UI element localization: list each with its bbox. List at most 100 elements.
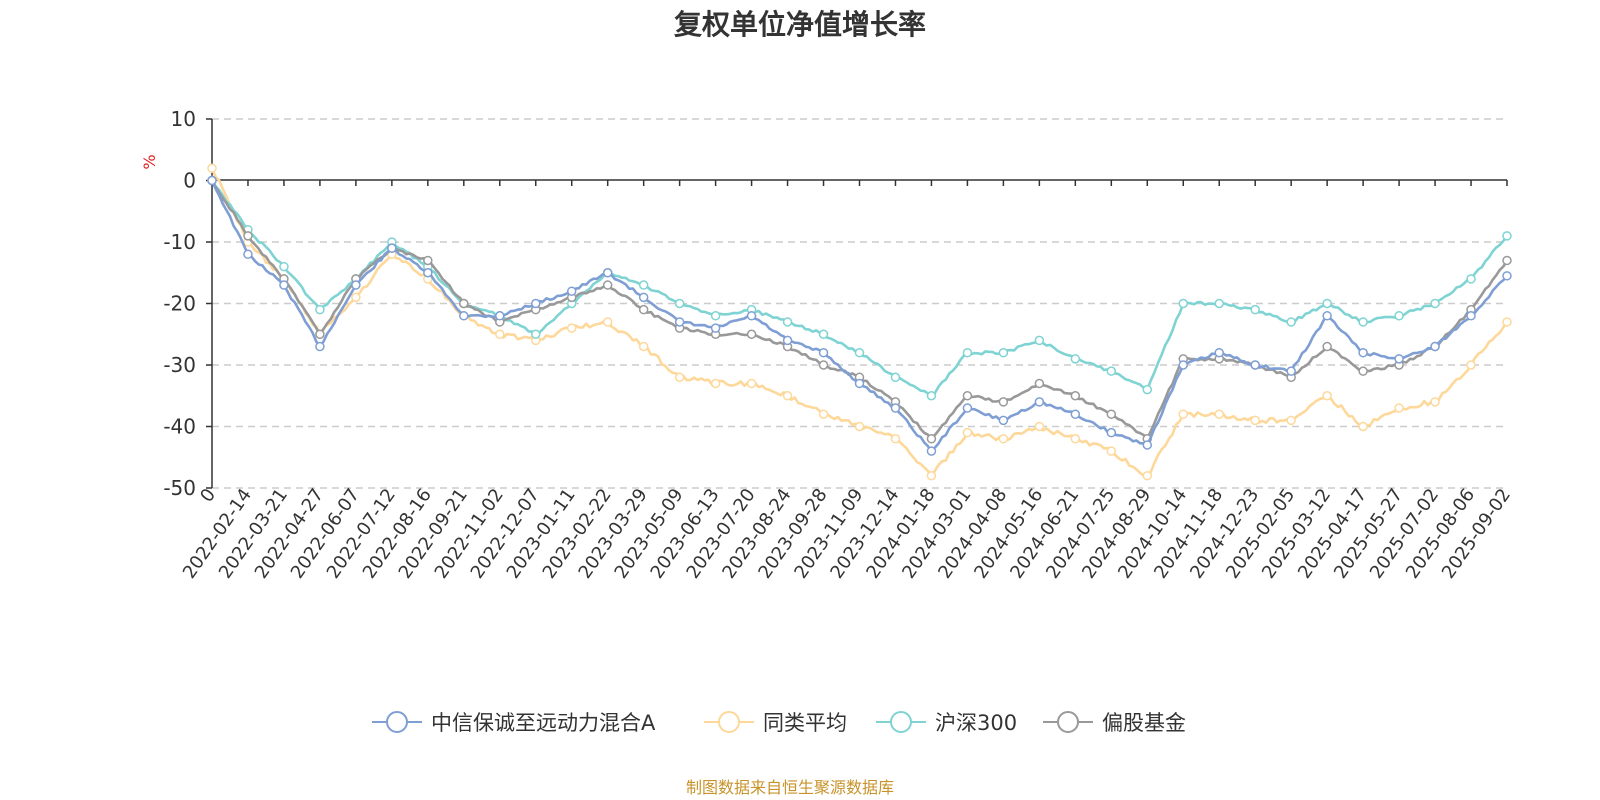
data-point bbox=[1358, 317, 1368, 327]
data-point bbox=[1358, 421, 1368, 432]
data-point bbox=[926, 470, 937, 481]
data-point bbox=[1322, 311, 1332, 321]
data-source-note: 制图数据来自恒生聚源数据库 bbox=[686, 778, 894, 797]
data-point bbox=[1142, 384, 1153, 395]
data-point bbox=[1214, 409, 1224, 419]
data-point bbox=[1142, 440, 1153, 450]
data-point bbox=[459, 298, 469, 309]
data-point bbox=[818, 329, 829, 339]
data-point bbox=[854, 347, 865, 358]
data-point bbox=[1250, 360, 1260, 370]
data-point bbox=[890, 403, 901, 413]
data-point bbox=[998, 397, 1009, 407]
data-point bbox=[1070, 409, 1081, 419]
data-point bbox=[890, 372, 901, 383]
legend-marker bbox=[890, 711, 912, 733]
data-point bbox=[1394, 354, 1404, 364]
data-point bbox=[962, 427, 973, 438]
data-point bbox=[1106, 427, 1117, 438]
data-point bbox=[638, 304, 649, 315]
data-point bbox=[854, 421, 865, 432]
data-point bbox=[710, 378, 721, 389]
data-point bbox=[998, 415, 1009, 426]
data-point bbox=[1034, 335, 1045, 346]
data-point bbox=[1358, 347, 1368, 358]
series-line bbox=[210, 179, 1509, 398]
data-point bbox=[674, 317, 685, 327]
data-point bbox=[1034, 378, 1045, 389]
data-point bbox=[279, 261, 289, 272]
data-point bbox=[1106, 366, 1117, 376]
data-point bbox=[674, 298, 685, 309]
data-point bbox=[926, 446, 937, 456]
data-point bbox=[495, 311, 505, 321]
data-point bbox=[315, 304, 325, 315]
data-point bbox=[423, 268, 433, 278]
data-point bbox=[926, 434, 937, 444]
legend-item[interactable]: 同类平均 bbox=[704, 711, 847, 735]
y-tick-label: -50 bbox=[163, 476, 196, 500]
data-point bbox=[1178, 298, 1188, 309]
y-tick-label: -10 bbox=[163, 230, 196, 254]
data-point bbox=[638, 280, 649, 290]
data-point bbox=[1070, 434, 1081, 444]
data-point bbox=[1250, 304, 1260, 315]
data-point bbox=[566, 323, 577, 333]
data-point bbox=[351, 292, 361, 303]
data-point bbox=[495, 329, 505, 339]
legend-item[interactable]: 偏股基金 bbox=[1043, 711, 1186, 735]
data-point bbox=[1322, 298, 1332, 309]
data-point bbox=[1430, 397, 1440, 407]
legend-label: 同类平均 bbox=[763, 711, 847, 735]
y-tick-label: -40 bbox=[163, 415, 196, 439]
legend-marker bbox=[718, 711, 740, 733]
legend-label: 沪深300 bbox=[935, 711, 1017, 735]
series-group bbox=[207, 175, 1512, 401]
series-line bbox=[210, 179, 1508, 453]
data-point bbox=[710, 311, 721, 321]
data-point bbox=[531, 298, 541, 309]
y-tick-label: -30 bbox=[163, 353, 196, 377]
y-axis-unit: % bbox=[140, 154, 159, 169]
data-point bbox=[1466, 360, 1476, 370]
grid-lines bbox=[212, 118, 1507, 489]
data-point bbox=[1034, 421, 1045, 432]
legend-label: 中信保诚至远动力混合A bbox=[431, 711, 656, 735]
data-point bbox=[1322, 341, 1332, 352]
legend-marker bbox=[1057, 711, 1079, 733]
data-point bbox=[1214, 298, 1224, 309]
data-point bbox=[1466, 274, 1476, 284]
y-tick-label: 10 bbox=[171, 107, 196, 131]
legend-item[interactable]: 中信保诚至远动力混合A bbox=[372, 711, 656, 735]
data-point bbox=[602, 268, 613, 278]
series-group bbox=[207, 175, 1512, 456]
data-point bbox=[1250, 415, 1260, 426]
data-point bbox=[1106, 409, 1117, 419]
chart-title: 复权单位净值增长率 bbox=[674, 8, 926, 41]
data-point bbox=[279, 280, 289, 290]
data-point bbox=[1430, 341, 1440, 352]
data-point bbox=[1394, 311, 1404, 321]
data-point bbox=[315, 341, 325, 352]
data-point bbox=[638, 292, 649, 303]
data-point bbox=[207, 163, 217, 173]
y-tick-label: 0 bbox=[183, 169, 196, 193]
data-point bbox=[746, 378, 757, 389]
legend-label: 偏股基金 bbox=[1102, 711, 1186, 735]
data-point bbox=[1286, 415, 1296, 426]
data-point bbox=[1286, 317, 1296, 327]
data-point bbox=[962, 403, 973, 413]
data-point bbox=[782, 335, 793, 346]
data-point bbox=[566, 286, 577, 296]
legend-item[interactable]: 沪深300 bbox=[876, 711, 1017, 735]
data-point bbox=[998, 434, 1009, 444]
data-point bbox=[818, 409, 829, 419]
data-point bbox=[243, 231, 253, 241]
data-point bbox=[818, 347, 829, 358]
data-point bbox=[1070, 391, 1081, 401]
data-point bbox=[926, 391, 937, 401]
legend[interactable]: 中信保诚至远动力混合A 同类平均 沪深300 偏股基金 bbox=[372, 711, 1186, 735]
data-point bbox=[1070, 354, 1081, 364]
data-point bbox=[1502, 255, 1512, 266]
